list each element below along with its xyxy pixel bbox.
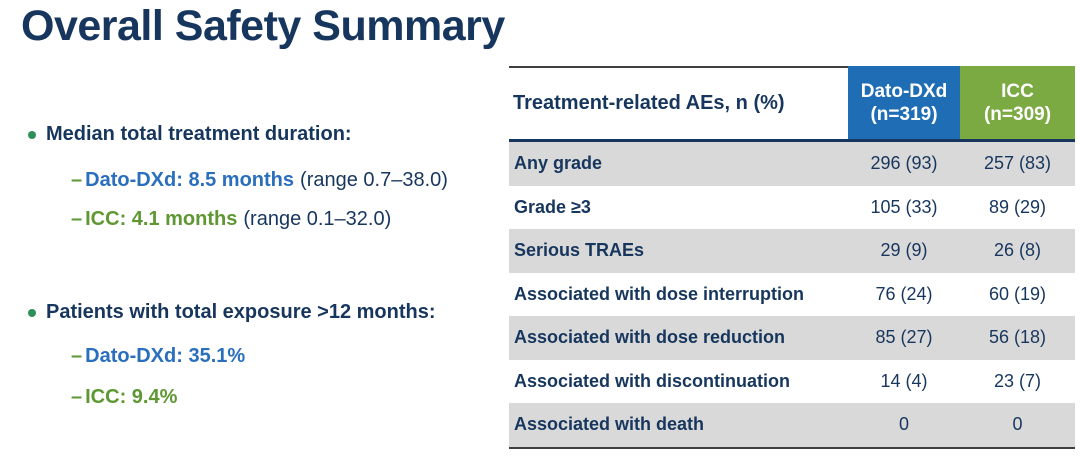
sub-bullet-value: ICC: 9.4% [85, 386, 178, 408]
column-n: (n=309) [983, 103, 1052, 125]
dash-icon: – [71, 169, 83, 191]
icc-value-cell: 56 (18) [988, 327, 1047, 348]
bullet-icon [28, 130, 36, 139]
header-divider [509, 139, 1075, 142]
dash-icon: – [71, 345, 83, 367]
table-row: Any grade 296 (93) 257 (83) [509, 142, 1075, 186]
table-row: Associated with dose reduction 85 (27) 5… [509, 316, 1075, 360]
row-label: Associated with dose interruption [514, 283, 805, 304]
row-label: Associated with dose reduction [514, 327, 786, 348]
row-label: Associated with death [514, 414, 705, 435]
table-row: Associated with death 0 0 [509, 403, 1075, 447]
sub-bullet-detail: (range 0.7–38.0) [300, 169, 448, 191]
table-body: Any grade 296 (93) 257 (83) Grade ≥3 105… [509, 142, 1075, 447]
sub-bullet-icc-exposure: – ICC: 9.4% [71, 384, 177, 410]
table-row: Associated with discontinuation 14 (4) 2… [509, 359, 1075, 403]
dato-value-cell: 0 [898, 414, 909, 435]
dato-value-cell: 85 (27) [875, 327, 933, 348]
table-header-row: Treatment-related AEs, n (%) Dato-DXd (n… [509, 66, 1075, 139]
row-label: Serious TRAEs [514, 240, 645, 261]
sub-bullet-value: Dato-DXd: 35.1% [85, 345, 246, 367]
bullet-heading-label: Median total treatment duration: [46, 123, 352, 145]
column-name: ICC [1001, 80, 1034, 102]
sub-bullet-dato-duration: – Dato-DXd: 8.5 months (range 0.7–38.0) [71, 167, 448, 193]
dato-value-cell: 296 (93) [870, 153, 938, 174]
dato-value-cell: 105 (33) [870, 196, 938, 217]
row-label: Any grade [514, 153, 603, 174]
table-bottom-border [509, 446, 1075, 449]
bullet-icon [28, 308, 36, 317]
table-row: Grade ≥3 105 (33) 89 (29) [509, 185, 1075, 229]
dato-value-cell: 29 (9) [880, 240, 928, 261]
dato-value-cell: 76 (24) [875, 283, 933, 304]
icc-value-cell: 89 (29) [988, 196, 1047, 217]
sub-bullet-icc-duration: – ICC: 4.1 months (range 0.1–32.0) [71, 206, 391, 232]
sub-bullet-value: ICC: 4.1 months [85, 208, 238, 230]
dato-value-cell: 14 (4) [880, 370, 928, 391]
table-header-icc: ICC (n=309) [960, 66, 1075, 139]
sub-bullet-detail: (range 0.1–32.0) [243, 208, 392, 230]
table-row: Associated with dose interruption 76 (24… [509, 272, 1075, 316]
bullet-heading-label: Patients with total exposure >12 months: [46, 301, 436, 323]
table-header-label: Treatment-related AEs, n (%) [509, 66, 848, 139]
table-header-dato-dxd: Dato-DXd (n=319) [848, 66, 960, 139]
sub-bullet-dato-exposure: – Dato-DXd: 35.1% [71, 343, 245, 369]
bullet-heading-exposure: Patients with total exposure >12 months: [28, 299, 436, 325]
dash-icon: – [71, 386, 83, 408]
column-name: Dato-DXd [860, 80, 948, 102]
icc-value-cell: 257 (83) [983, 153, 1052, 174]
icc-value-cell: 26 (8) [993, 240, 1042, 261]
row-label: Grade ≥3 [514, 196, 591, 217]
icc-value-cell: 0 [1012, 414, 1023, 435]
row-label: Associated with discontinuation [514, 370, 791, 391]
sub-bullet-value: Dato-DXd: 8.5 months [85, 169, 295, 191]
icc-value-cell: 60 (19) [988, 283, 1047, 304]
icc-value-cell: 23 (7) [993, 370, 1042, 391]
safety-summary-table: Treatment-related AEs, n (%) Dato-DXd (n… [509, 66, 1075, 449]
page-title: Overall Safety Summary [21, 2, 505, 50]
bullet-heading-treatment-duration: Median total treatment duration: [28, 121, 352, 147]
dash-icon: – [71, 208, 83, 230]
column-n: (n=319) [870, 103, 938, 125]
table-row: Serious TRAEs 29 (9) 26 (8) [509, 229, 1075, 273]
